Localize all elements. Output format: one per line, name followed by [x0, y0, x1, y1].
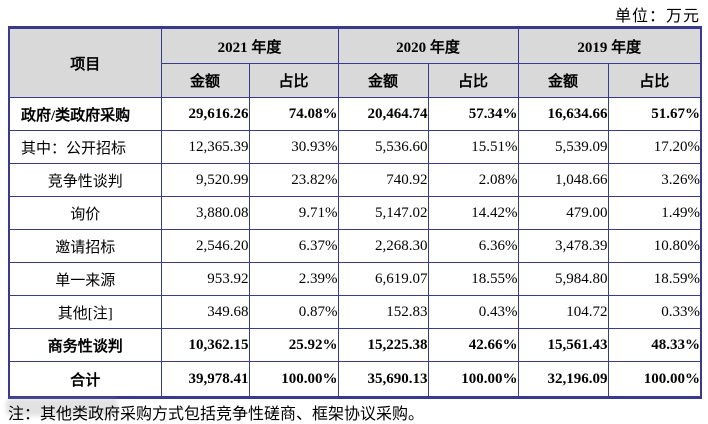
amount-cell: 16,634.66: [517, 97, 609, 131]
amount-cell: 152.83: [337, 295, 429, 329]
row-label: 邀请招标: [8, 229, 162, 263]
header-year-row: 项目 2021 年度 2020 年度 2019 年度: [8, 27, 702, 98]
row-label: 其中：公开招标: [8, 130, 162, 164]
ratio-cell: 51.67%: [607, 97, 702, 131]
ratio-cell: 57.34%: [427, 97, 519, 131]
ratio-cell: 18.59%: [607, 262, 702, 296]
amount-cell: 5,536.60: [337, 130, 429, 164]
amount-cell: 15,561.43: [517, 328, 609, 362]
amount-cell: 20,464.74: [337, 97, 429, 131]
header-sub-row: 金额 占比 金额 占比 金额 占比: [9, 63, 702, 98]
table-row: 商务性谈判 10,362.15 25.92% 15,225.38 42.66% 15,56…: [8, 328, 702, 362]
row-label: 商务性谈判: [8, 328, 162, 362]
ratio-cell: 23.82%: [248, 163, 339, 197]
amount-cell: 2,546.20: [160, 229, 250, 263]
header-amount-2019: 金额: [517, 63, 609, 98]
ratio-cell: 42.66%: [427, 328, 519, 362]
ratio-cell: 14.42%: [427, 196, 519, 230]
amount-cell: 6,619.07: [337, 262, 429, 296]
amount-cell: 39,978.41: [160, 361, 250, 398]
amount-cell: 10,362.15: [160, 328, 250, 362]
ratio-cell: 30.93%: [248, 130, 339, 164]
header-item-column: 项目: [8, 27, 162, 98]
ratio-cell: 17.20%: [607, 130, 702, 164]
ratio-cell: 6.36%: [427, 229, 519, 263]
ratio-cell: 3.26%: [607, 163, 702, 197]
ratio-cell: 0.43%: [427, 295, 519, 329]
header-year-2019: 2019 年度: [517, 27, 702, 64]
ratio-cell: 2.08%: [427, 163, 519, 197]
amount-cell: 3,880.08: [160, 196, 250, 230]
table-row: 邀请招标 2,546.20 6.37% 2,268.30 6.36% 3,478.39 10…: [8, 229, 702, 263]
ratio-cell: 0.87%: [248, 295, 339, 329]
header-year-2021: 2021 年度: [160, 27, 339, 64]
amount-cell: 104.72: [517, 295, 609, 329]
header-amount-2020: 金额: [337, 63, 429, 98]
amount-cell: 12,365.39: [160, 130, 250, 164]
row-label: 询价: [8, 196, 162, 230]
amount-cell: 32,196.09: [517, 361, 609, 398]
header-ratio-2021: 占比: [248, 63, 339, 98]
ratio-cell: 6.37%: [248, 229, 339, 263]
amount-cell: 3,478.39: [517, 229, 609, 263]
amount-cell: 479.00: [517, 196, 609, 230]
footnote: 注：其他类政府采购方式包括竞争性磋商、框架协议采购。: [8, 406, 425, 423]
amount-cell: 35,690.13: [337, 361, 429, 398]
row-label: 竞争性谈判: [8, 163, 162, 197]
ratio-cell: 100.00%: [248, 361, 339, 398]
amount-cell: 5,984.80: [517, 262, 609, 296]
table-row: 竞争性谈判 9,520.99 23.82% 740.92 2.08% 1,048.66 3.…: [8, 163, 702, 197]
ratio-cell: 2.39%: [248, 262, 339, 296]
amount-cell: 349.68: [160, 295, 250, 329]
ratio-cell: 100.00%: [607, 361, 702, 398]
amount-cell: 5,147.02: [337, 196, 429, 230]
ratio-cell: 9.71%: [248, 196, 339, 230]
row-label: 单一来源: [8, 262, 162, 296]
unit-label: 单位：万元: [614, 8, 700, 25]
table-row: 其中：公开招标 12,365.39 30.93% 5,536.60 15.51% 5,53…: [8, 130, 702, 164]
amount-cell: 29,616.26: [160, 97, 250, 131]
table-row: 合计 39,978.41 100.00% 35,690.13 100.00% 32,196…: [8, 361, 702, 398]
procurement-table: 项目 2021 年度 2020 年度 2019 年度 金额 占比 金额 占比 金…: [8, 26, 703, 399]
ratio-cell: 0.33%: [607, 295, 702, 329]
amount-cell: 1,048.66: [517, 163, 609, 197]
ratio-cell: 18.55%: [427, 262, 519, 296]
table-row: 询价 3,880.08 9.71% 5,147.02 14.42% 479.00 1.49%: [8, 196, 702, 230]
amount-cell: 5,539.09: [517, 130, 609, 164]
amount-cell: 2,268.30: [337, 229, 429, 263]
header-amount-2021: 金额: [160, 63, 250, 98]
header-year-2020: 2020 年度: [337, 27, 519, 64]
ratio-cell: 48.33%: [607, 328, 702, 362]
row-label: 合计: [8, 361, 162, 398]
amount-cell: 15,225.38: [337, 328, 429, 362]
amount-cell: 953.92: [160, 262, 250, 296]
row-label: 其他[注]: [8, 295, 162, 329]
row-label: 政府/类政府采购: [8, 97, 162, 131]
ratio-cell: 10.80%: [607, 229, 702, 263]
ratio-cell: 100.00%: [427, 361, 519, 398]
amount-cell: 740.92: [337, 163, 429, 197]
table-row: 其他[注] 349.68 0.87% 152.83 0.43% 104.72 0.33%: [8, 295, 702, 329]
ratio-cell: 74.08%: [248, 97, 339, 131]
header-ratio-2019: 占比: [607, 63, 702, 98]
ratio-cell: 25.92%: [248, 328, 339, 362]
header-ratio-2020: 占比: [427, 63, 519, 98]
ratio-cell: 15.51%: [427, 130, 519, 164]
ratio-cell: 1.49%: [607, 196, 702, 230]
table-row: 单一来源 953.92 2.39% 6,619.07 18.55% 5,984.80 18.…: [8, 262, 702, 296]
amount-cell: 9,520.99: [160, 163, 250, 197]
table-row: 政府/类政府采购 29,616.26 74.08% 20,464.74 57.34% 16…: [8, 97, 702, 131]
